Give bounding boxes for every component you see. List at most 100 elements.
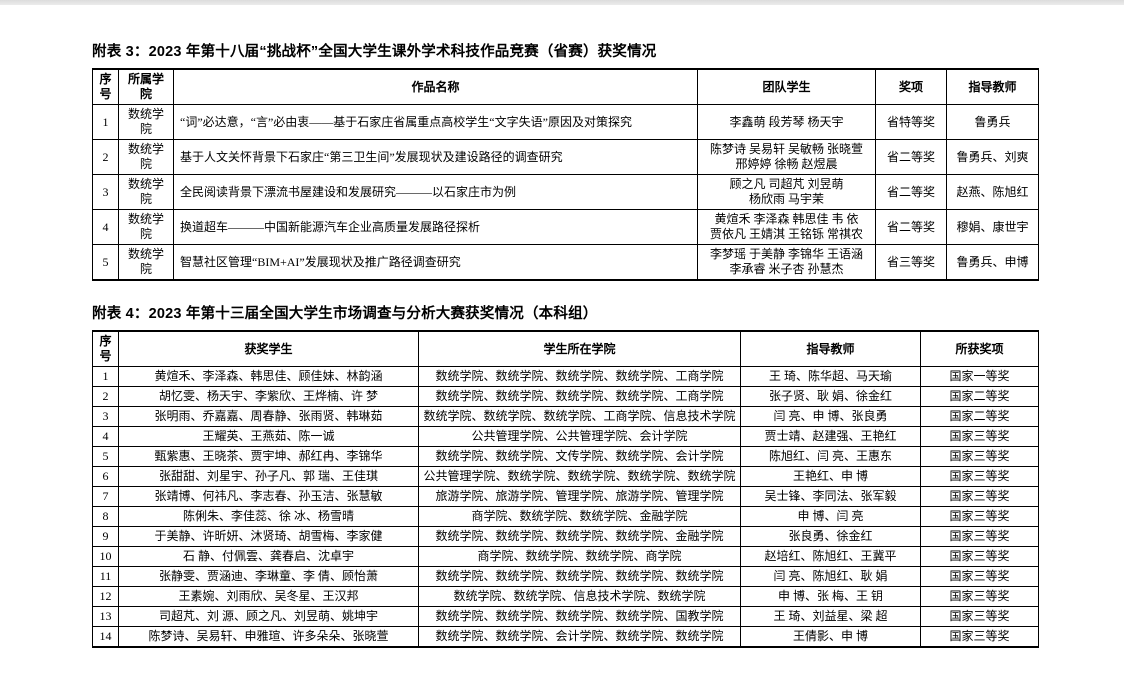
table-cell: 省二等奖 bbox=[875, 209, 947, 245]
table-cell: 贾士靖、赵建强、王艳红 bbox=[740, 426, 921, 447]
table-cell: 国家二等奖 bbox=[920, 386, 1039, 407]
table-cell: 公共管理学院、公共管理学院、会计学院 bbox=[418, 426, 741, 447]
table-row: 4 数统学院 换道超车———中国新能源汽车企业高质量发展路径探析 黄煊禾 李泽森 韩思… bbox=[92, 209, 1039, 245]
table-row: 1 数统学院 “词”必达意，“言”必由衷——基于石家庄省属重点高校学生“文字失语”原… bbox=[92, 104, 1039, 140]
table-cell: 国家二等奖 bbox=[920, 406, 1039, 427]
column-header: 团队学生 bbox=[697, 68, 876, 105]
table-cell: 4 bbox=[92, 426, 119, 447]
table-row: 12 王素婉、刘雨欣、吴冬星、王汉邦 数统学院、数统学院、信息技术学院、数统学院申 … bbox=[92, 586, 1039, 607]
table-cell: 数统学院 bbox=[118, 209, 174, 245]
table-cell: 智慧社区管理“BIM+AI”发展现状及推广路径调查研究 bbox=[173, 244, 698, 281]
column-header: 序号 bbox=[92, 68, 119, 105]
table-cell: 王素婉、刘雨欣、吴冬星、王汉邦 bbox=[118, 586, 419, 607]
table-row: 6 张甜甜、刘星宇、孙子凡、郭 瑞、王佳琪 公共管理学院、数统学院、数统学院、数统学… bbox=[92, 466, 1039, 487]
table-row: 2 数统学院 基于人文关怀背景下石家庄“第三卫生间”发展现状及建设路径的调查研究 陈梦… bbox=[92, 139, 1039, 175]
column-header: 获奖学生 bbox=[118, 330, 419, 367]
table-row: 8 陈俐朱、李佳蕊、徐 冰、杨雪晴 商学院、数统学院、数统学院、金融学院申 博、闫 … bbox=[92, 506, 1039, 527]
table-cell: 于美静、许昕妍、沐贤琦、胡雪梅、李家健 bbox=[118, 526, 419, 547]
table-cell: 7 bbox=[92, 486, 119, 507]
table-cell: 国家三等奖 bbox=[920, 466, 1039, 487]
table-cell: 12 bbox=[92, 586, 119, 607]
table-cell: 数统学院 bbox=[118, 104, 174, 140]
table-cell: 14 bbox=[92, 626, 119, 648]
challenge-cup-awards-table: 序号 所属学院 作品名称 团队学生 奖项 指导教师 1 数统学院 “词”必达意，“言”必由衷—… bbox=[92, 68, 1039, 281]
table-cell: 数统学院、数统学院、数统学院、数统学院、工商学院 bbox=[418, 386, 741, 407]
table-cell: 国家三等奖 bbox=[920, 486, 1039, 507]
table-cell: 1 bbox=[92, 104, 119, 140]
table-cell: 换道超车———中国新能源汽车企业高质量发展路径探析 bbox=[173, 209, 698, 245]
table-cell: 5 bbox=[92, 446, 119, 467]
column-header: 奖项 bbox=[875, 68, 947, 105]
column-header: 指导教师 bbox=[740, 330, 921, 367]
table-cell: 穆娟、康世宇 bbox=[946, 209, 1039, 245]
table-cell: 2 bbox=[92, 386, 119, 407]
table-row: 5 甄紫惠、王晓茶、贾宇坤、郝红冉、李锦华 数统学院、数统学院、文传学院、数统学院、… bbox=[92, 446, 1039, 467]
table-cell: 张子贤、耿 娟、徐金红 bbox=[740, 386, 921, 407]
column-header: 学生所在学院 bbox=[418, 330, 741, 367]
table-cell: 9 bbox=[92, 526, 119, 547]
table-cell: 数统学院、数统学院、数统学院、数统学院、国教学院 bbox=[418, 606, 741, 627]
table-cell: 鲁勇兵 bbox=[946, 104, 1039, 140]
header-row: 序号 获奖学生 学生所在学院 指导教师 所获奖项 bbox=[92, 330, 1039, 367]
table-cell: 数统学院、数统学院、文传学院、数统学院、会计学院 bbox=[418, 446, 741, 467]
table-cell: 省二等奖 bbox=[875, 139, 947, 175]
table-cell: 甄紫惠、王晓茶、贾宇坤、郝红冉、李锦华 bbox=[118, 446, 419, 467]
table-cell: 数统学院、数统学院、数统学院、数统学院、工商学院 bbox=[418, 366, 741, 387]
table-row: 1 黄煊禾、李泽森、韩思佳、顾佳妹、林韵涵 数统学院、数统学院、数统学院、数统学院、… bbox=[92, 366, 1039, 387]
table-cell: 国家三等奖 bbox=[920, 506, 1039, 527]
column-header: 所获奖项 bbox=[920, 330, 1039, 367]
table-cell: 王艳红、申 博 bbox=[740, 466, 921, 487]
table-cell: 公共管理学院、数统学院、数统学院、数统学院、数统学院 bbox=[418, 466, 741, 487]
table-cell: 5 bbox=[92, 244, 119, 281]
table-cell: 全民阅读背景下漂流书屋建设和发展研究———以石家庄市为例 bbox=[173, 174, 698, 210]
table-row: 3 张明雨、乔嘉嘉、周春静、张雨贤、韩琳茹 数统学院、数统学院、数统学院、工商学院、… bbox=[92, 406, 1039, 427]
table-cell: 3 bbox=[92, 406, 119, 427]
table-cell: 10 bbox=[92, 546, 119, 567]
table-cell: 胡忆雯、杨天宇、李紫欣、王烨楠、许 梦 bbox=[118, 386, 419, 407]
table-cell: 吴士锋、李同法、张军毅 bbox=[740, 486, 921, 507]
table-cell: 4 bbox=[92, 209, 119, 245]
table-cell: 申 博、张 梅、王 钥 bbox=[740, 586, 921, 607]
table-row: 9 于美静、许昕妍、沐贤琦、胡雪梅、李家健 数统学院、数统学院、数统学院、数统学院、… bbox=[92, 526, 1039, 547]
table-cell: 顾之凡 司超芃 刘昱萌 杨欣雨 马宇茉 bbox=[697, 174, 876, 210]
window-top-edge bbox=[0, 0, 1124, 5]
table-cell: 6 bbox=[92, 466, 119, 487]
table-cell: 2 bbox=[92, 139, 119, 175]
table-cell: 赵培红、陈旭红、王冀平 bbox=[740, 546, 921, 567]
table-header: 序号 获奖学生 学生所在学院 指导教师 所获奖项 bbox=[92, 330, 1039, 367]
table-cell: 张静雯、贾涵迪、李琳童、李 倩、顾怡萧 bbox=[118, 566, 419, 587]
table-row: 10 石 静、付佩雲、龚春启、沈卓宇 商学院、数统学院、数统学院、商学院 赵培红、陈旭… bbox=[92, 546, 1039, 567]
table-cell: 数统学院、数统学院、会计学院、数统学院、数统学院 bbox=[418, 626, 741, 648]
table-cell: 张甜甜、刘星宇、孙子凡、郭 瑞、王佳琪 bbox=[118, 466, 419, 487]
table-cell: 国家三等奖 bbox=[920, 546, 1039, 567]
table-cell: 基于人文关怀背景下石家庄“第三卫生间”发展现状及建设路径的调查研究 bbox=[173, 139, 698, 175]
table-row: 4 王耀英、王燕茹、陈一诚 公共管理学院、公共管理学院、会计学院 贾士靖、赵建强、王艳… bbox=[92, 426, 1039, 447]
table-row: 11 张静雯、贾涵迪、李琳童、李 倩、顾怡萧 数统学院、数统学院、数统学院、数统学院… bbox=[92, 566, 1039, 587]
table-cell: 闫 亮、陈旭红、耿 娟 bbox=[740, 566, 921, 587]
table-cell: 国家三等奖 bbox=[920, 606, 1039, 627]
table-cell: 数统学院、数统学院、数统学院、数统学院、金融学院 bbox=[418, 526, 741, 547]
table-body: 1 黄煊禾、李泽森、韩思佳、顾佳妹、林韵涵 数统学院、数统学院、数统学院、数统学院、… bbox=[92, 366, 1039, 648]
table-cell: 8 bbox=[92, 506, 119, 527]
table-row: 5 数统学院 智慧社区管理“BIM+AI”发展现状及推广路径调查研究 李梦瑶 于美静 … bbox=[92, 244, 1039, 281]
table-row: 13 司超芃、刘 源、顾之凡、刘昱萌、姚坤宇 数统学院、数统学院、数统学院、数统学院… bbox=[92, 606, 1039, 627]
table-row: 3 数统学院 全民阅读背景下漂流书屋建设和发展研究———以石家庄市为例 顾之凡 司超芃… bbox=[92, 174, 1039, 210]
table-header: 序号 所属学院 作品名称 团队学生 奖项 指导教师 bbox=[92, 68, 1039, 105]
table-cell: 国家三等奖 bbox=[920, 526, 1039, 547]
table-cell: 数统学院 bbox=[118, 244, 174, 281]
table-cell: 陈俐朱、李佳蕊、徐 冰、杨雪晴 bbox=[118, 506, 419, 527]
table-cell: 张良勇、徐金红 bbox=[740, 526, 921, 547]
table-cell: 张靖博、何祎凡、李志春、孙玉洁、张慧敏 bbox=[118, 486, 419, 507]
table-cell: 黄煊禾、李泽森、韩思佳、顾佳妹、林韵涵 bbox=[118, 366, 419, 387]
table-cell: 石 静、付佩雲、龚春启、沈卓宇 bbox=[118, 546, 419, 567]
table-cell: 数统学院、数统学院、数统学院、工商学院、信息技术学院 bbox=[418, 406, 741, 427]
table-cell: 黄煊禾 李泽森 韩思佳 韦 依 贾依凡 王婧淇 王铭铄 常祺农 bbox=[697, 209, 876, 245]
table-cell: 陈梦诗 吴易轩 吴敏畅 张晓萱 邢婷婷 徐畅 赵煜晨 bbox=[697, 139, 876, 175]
table-cell: 司超芃、刘 源、顾之凡、刘昱萌、姚坤宇 bbox=[118, 606, 419, 627]
table-row: 14 陈梦诗、吴易轩、申雅瑄、许多朵朵、张晓萱 数统学院、数统学院、会计学院、数统学… bbox=[92, 626, 1039, 648]
table-cell: 11 bbox=[92, 566, 119, 587]
table-cell: 国家一等奖 bbox=[920, 366, 1039, 387]
table-cell: 数统学院 bbox=[118, 174, 174, 210]
table-cell: 张明雨、乔嘉嘉、周春静、张雨贤、韩琳茹 bbox=[118, 406, 419, 427]
document-page: 附表 3：2023 年第十八届“挑战杯”全国大学生课外学术科技作品竞赛（省赛）获… bbox=[0, 5, 1039, 648]
